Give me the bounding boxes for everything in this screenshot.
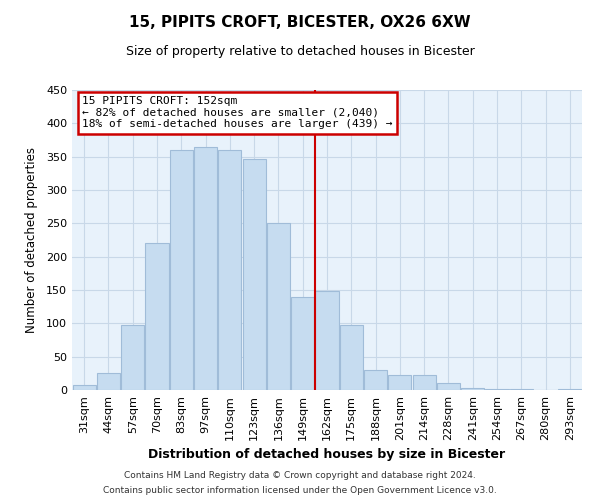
Bar <box>340 326 363 390</box>
Bar <box>413 376 436 390</box>
Bar <box>170 150 193 390</box>
Text: Size of property relative to detached houses in Bicester: Size of property relative to detached ho… <box>125 45 475 58</box>
Bar <box>388 376 412 390</box>
Bar <box>218 150 241 390</box>
Bar <box>194 146 217 390</box>
Bar <box>437 384 460 390</box>
Bar <box>73 384 95 390</box>
Bar <box>291 296 314 390</box>
Text: 15 PIPITS CROFT: 152sqm
← 82% of detached houses are smaller (2,040)
18% of semi: 15 PIPITS CROFT: 152sqm ← 82% of detache… <box>82 96 392 129</box>
Bar <box>461 388 484 390</box>
Bar <box>364 370 387 390</box>
Text: Contains public sector information licensed under the Open Government Licence v3: Contains public sector information licen… <box>103 486 497 495</box>
Text: Contains HM Land Registry data © Crown copyright and database right 2024.: Contains HM Land Registry data © Crown c… <box>124 471 476 480</box>
Bar <box>242 158 266 390</box>
Text: 15, PIPITS CROFT, BICESTER, OX26 6XW: 15, PIPITS CROFT, BICESTER, OX26 6XW <box>129 15 471 30</box>
Bar <box>97 374 120 390</box>
Y-axis label: Number of detached properties: Number of detached properties <box>25 147 38 333</box>
Bar <box>267 224 290 390</box>
Bar <box>316 292 338 390</box>
X-axis label: Distribution of detached houses by size in Bicester: Distribution of detached houses by size … <box>148 448 506 462</box>
Bar <box>145 244 169 390</box>
Bar <box>121 324 144 390</box>
